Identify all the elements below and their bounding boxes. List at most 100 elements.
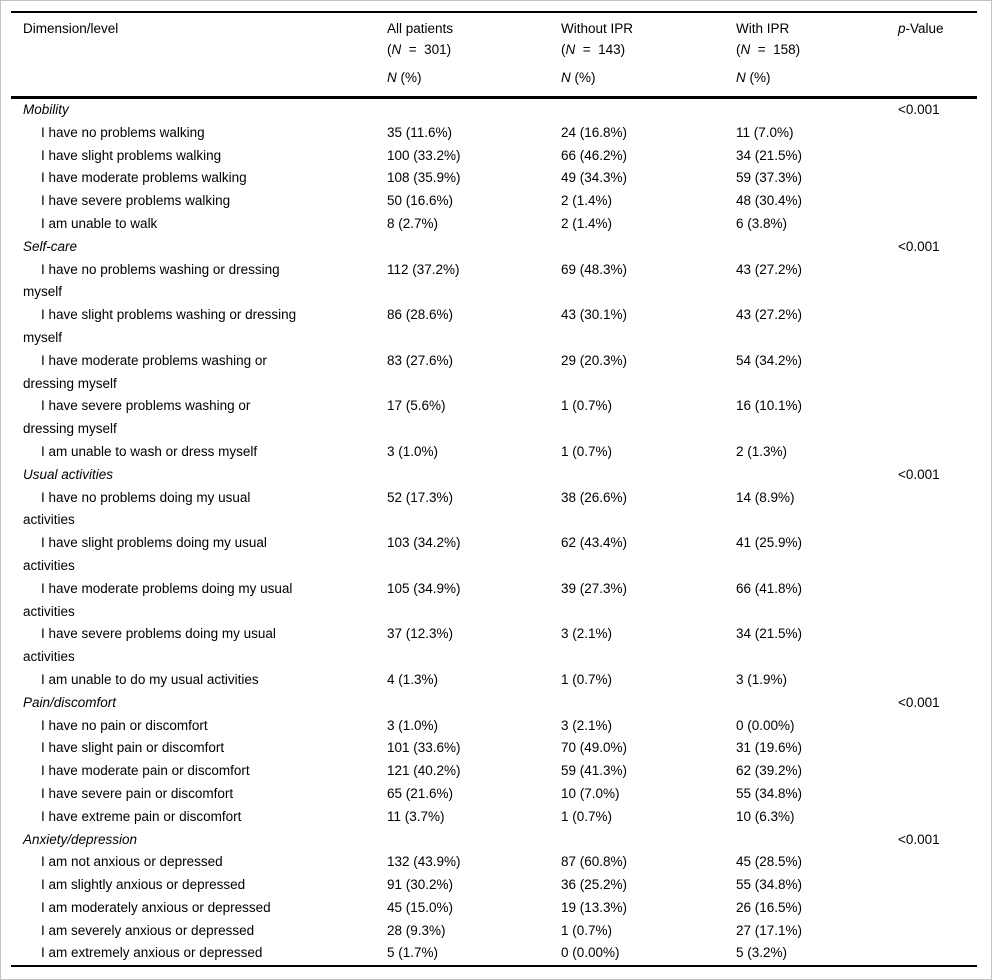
table-row: I have no problems walking 35 (11.6%) 24 (… bbox=[11, 122, 977, 145]
without-ipr-value: 10 (7.0%) bbox=[561, 785, 620, 801]
row-p-empty bbox=[898, 715, 977, 738]
table-row: I am unable to wash or dress myself 3 (1.… bbox=[11, 441, 977, 464]
row-label: I have slight problems washing or dressi… bbox=[23, 307, 297, 345]
without-ipr-value: 66 (46.2%) bbox=[561, 147, 628, 163]
section-row: Anxiety/depression <0.001 bbox=[11, 829, 977, 852]
row-label: I am unable to walk bbox=[41, 215, 158, 231]
row-p-empty bbox=[898, 874, 977, 897]
row-p-empty bbox=[898, 441, 977, 464]
header-dimension-level: Dimension/level bbox=[11, 11, 387, 99]
header-with-ipr: With IPR (N = 158) N (%) bbox=[736, 11, 898, 99]
table-row: I am moderately anxious or depressed 45 (… bbox=[11, 897, 977, 920]
all-patients-value: 4 (1.3%) bbox=[387, 671, 439, 687]
row-p-empty bbox=[898, 259, 977, 305]
header-row: Dimension/level All patients (N = 301) N… bbox=[11, 11, 977, 99]
row-p-empty bbox=[898, 213, 977, 236]
header-without-ipr: Without IPR (N = 143) N (%) bbox=[561, 11, 736, 99]
without-ipr-value: 1 (0.7%) bbox=[561, 443, 613, 459]
row-p-empty bbox=[898, 897, 977, 920]
section-title: Mobility bbox=[23, 102, 69, 117]
with-ipr-value: 27 (17.1%) bbox=[736, 922, 803, 938]
section-row: Pain/discomfort <0.001 bbox=[11, 692, 977, 715]
row-p-empty bbox=[898, 851, 977, 874]
row-label: I have no problems walking bbox=[41, 124, 205, 140]
table-row: I have extreme pain or discomfort 11 (3.7… bbox=[11, 806, 977, 829]
section-row: Mobility <0.001 bbox=[11, 98, 977, 122]
without-ipr-value: 59 (41.3%) bbox=[561, 763, 628, 779]
without-ipr-value: 87 (60.8%) bbox=[561, 854, 628, 870]
with-ipr-value: 55 (34.8%) bbox=[736, 785, 803, 801]
section-row: Usual activities <0.001 bbox=[11, 464, 977, 487]
without-ipr-value: 1 (0.7%) bbox=[561, 671, 613, 687]
with-ipr-value: 34 (21.5%) bbox=[736, 147, 803, 163]
table-row: I have moderate problems washing or dres… bbox=[11, 350, 977, 396]
all-patients-value: 105 (34.9%) bbox=[387, 580, 461, 596]
row-label: I have moderate problems walking bbox=[41, 170, 247, 186]
row-label: I have extreme pain or discomfort bbox=[41, 808, 242, 824]
row-p-empty bbox=[898, 942, 977, 968]
section-p-value: <0.001 bbox=[898, 831, 940, 847]
table-row: I have severe problems doing my usual ac… bbox=[11, 623, 977, 669]
row-label: I am slightly anxious or depressed bbox=[41, 877, 246, 893]
row-p-empty bbox=[898, 167, 977, 190]
row-p-empty bbox=[898, 578, 977, 624]
row-label: I have severe problems walking bbox=[41, 193, 231, 209]
with-ipr-value: 66 (41.8%) bbox=[736, 580, 803, 596]
header-col-sub: N (%) bbox=[561, 70, 596, 85]
all-patients-value: 50 (16.6%) bbox=[387, 193, 454, 209]
table-row: I have slight problems doing my usual ac… bbox=[11, 532, 977, 578]
table-row: I am unable to do my usual activities 4 (… bbox=[11, 669, 977, 692]
without-ipr-value: 62 (43.4%) bbox=[561, 535, 628, 551]
row-label: I have severe pain or discomfort bbox=[41, 785, 234, 801]
without-ipr-value: 3 (2.1%) bbox=[561, 626, 613, 642]
row-p-empty bbox=[898, 122, 977, 145]
row-label: I am severely anxious or depressed bbox=[41, 922, 255, 938]
row-label: I have slight pain or discomfort bbox=[41, 740, 225, 756]
table-row: I have moderate pain or discomfort 121 (4… bbox=[11, 760, 977, 783]
without-ipr-value: 1 (0.7%) bbox=[561, 922, 613, 938]
with-ipr-value: 45 (28.5%) bbox=[736, 854, 803, 870]
section-title: Self-care bbox=[23, 238, 78, 254]
all-patients-value: 3 (1.0%) bbox=[387, 717, 439, 733]
section-title: Anxiety/depression bbox=[23, 831, 138, 847]
header-col-title: Without IPR bbox=[561, 21, 634, 36]
table-row: I am not anxious or depressed 132 (43.9%)… bbox=[11, 851, 977, 874]
row-label: I have severe problems doing my usual ac… bbox=[23, 626, 276, 665]
with-ipr-value: 62 (39.2%) bbox=[736, 763, 803, 779]
row-p-empty bbox=[898, 806, 977, 829]
without-ipr-value: 29 (20.3%) bbox=[561, 352, 628, 368]
row-label: I am unable to do my usual activities bbox=[41, 671, 259, 687]
section-p-value: <0.001 bbox=[898, 238, 940, 254]
all-patients-value: 112 (37.2%) bbox=[387, 261, 460, 277]
with-ipr-value: 5 (3.2%) bbox=[736, 942, 898, 968]
table-body: Mobility <0.001 I have no problems walking… bbox=[11, 98, 977, 968]
without-ipr-value: 39 (27.3%) bbox=[561, 580, 628, 596]
section-row: Self-care <0.001 bbox=[11, 236, 977, 259]
without-ipr-value: 36 (25.2%) bbox=[561, 877, 628, 893]
all-patients-value: 108 (35.9%) bbox=[387, 170, 461, 186]
with-ipr-value: 34 (21.5%) bbox=[736, 626, 803, 642]
without-ipr-value: 49 (34.3%) bbox=[561, 170, 628, 186]
row-p-empty bbox=[898, 487, 977, 533]
header-dimension-label: Dimension/level bbox=[23, 21, 119, 36]
table-row: I am extremely anxious or depressed 5 (1.… bbox=[11, 942, 977, 968]
table-header: Dimension/level All patients (N = 301) N… bbox=[11, 11, 977, 99]
without-ipr-value: 1 (0.7%) bbox=[561, 398, 613, 414]
table-row: I have no problems washing or dressing m… bbox=[11, 259, 977, 305]
row-label: I am unable to wash or dress myself bbox=[41, 443, 258, 459]
row-p-empty bbox=[898, 532, 977, 578]
table-row: I am slightly anxious or depressed 91 (30… bbox=[11, 874, 977, 897]
section-p-value: <0.001 bbox=[898, 694, 940, 710]
all-patients-value: 101 (33.6%) bbox=[387, 740, 461, 756]
all-patients-value: 11 (3.7%) bbox=[387, 808, 445, 824]
all-patients-value: 52 (17.3%) bbox=[387, 489, 454, 505]
with-ipr-value: 6 (3.8%) bbox=[736, 215, 788, 231]
table-row: I have moderate problems walking 108 (35.… bbox=[11, 167, 977, 190]
row-label: I have no problems washing or dressing m… bbox=[23, 261, 280, 300]
table-row: I have slight problems walking 100 (33.2%… bbox=[11, 145, 977, 168]
table-row: I have severe problems washing or dressi… bbox=[11, 395, 977, 441]
all-patients-value: 132 (43.9%) bbox=[387, 854, 461, 870]
row-label: I have no pain or discomfort bbox=[41, 717, 208, 733]
section-title: Usual activities bbox=[23, 466, 114, 482]
